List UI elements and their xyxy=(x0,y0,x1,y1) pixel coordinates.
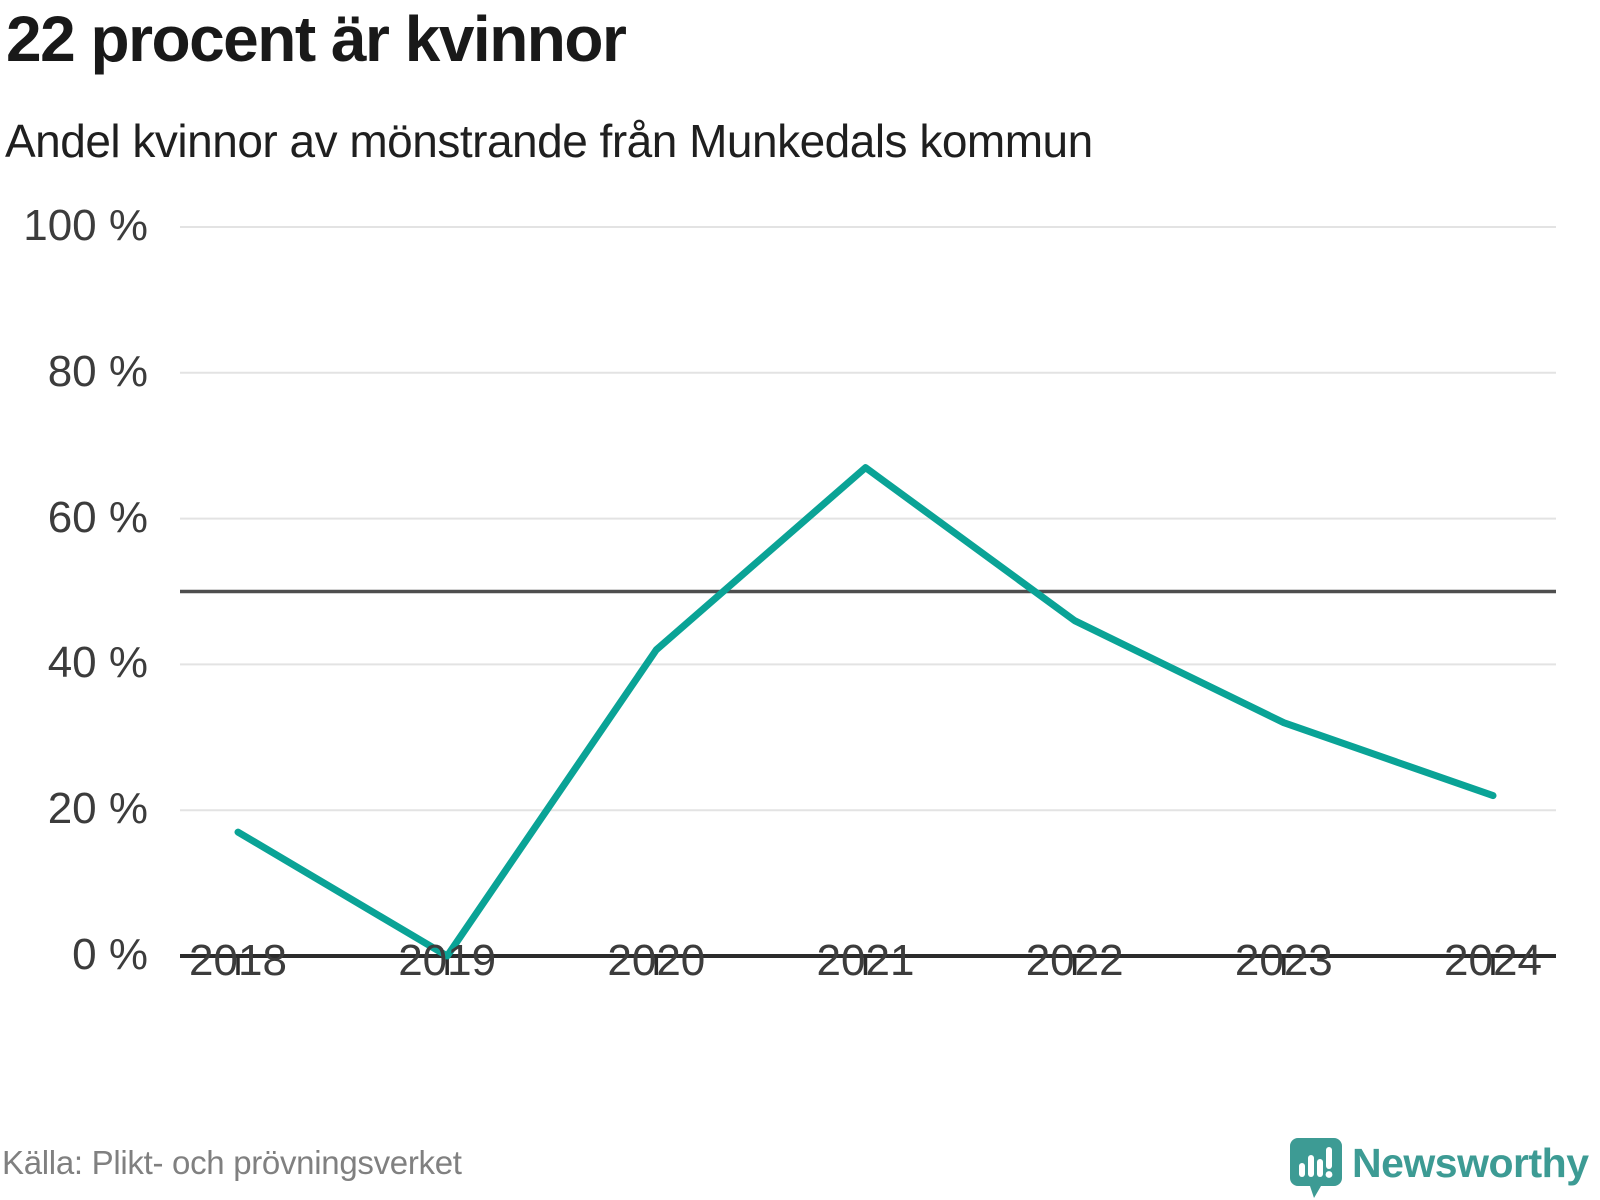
newsworthy-speech-bubble-bar-chart-icon xyxy=(1290,1138,1342,1198)
x-tick-label-2024: 2024 xyxy=(1444,936,1542,985)
data-line-andel-kvinnor xyxy=(234,464,1497,960)
x-tick-label-2022: 2022 xyxy=(1025,936,1124,985)
y-tick-label-60: 60 % xyxy=(47,492,148,542)
newsworthy-logo: Newsworthy xyxy=(1288,1136,1589,1200)
x-tick-label-2019: 2019 xyxy=(398,936,497,985)
chart-subtitle: Andel kvinnor av mönstrande från Munkeda… xyxy=(5,115,1093,167)
page-title: 22 procent är kvinnor xyxy=(6,3,627,75)
y-tick-label-0: 0 % xyxy=(72,930,148,979)
x-tick-label-2023: 2023 xyxy=(1234,936,1333,985)
y-tick-label-40: 40 % xyxy=(47,638,148,688)
x-tick-label-2020: 2020 xyxy=(607,936,706,985)
line-chart-plot-area xyxy=(180,226,1556,975)
y-tick-label-80: 80 % xyxy=(47,346,148,396)
y-tick-label-20: 20 % xyxy=(47,784,148,834)
newsworthy-wordmark: Newsworthy xyxy=(1352,1140,1589,1186)
y-tick-label-100: 100 % xyxy=(23,201,148,250)
source-attribution: Källa: Plikt- och prövningsverket xyxy=(2,1144,462,1181)
x-tick-label-2018: 2018 xyxy=(189,936,287,985)
x-tick-label-2021: 2021 xyxy=(816,936,915,985)
